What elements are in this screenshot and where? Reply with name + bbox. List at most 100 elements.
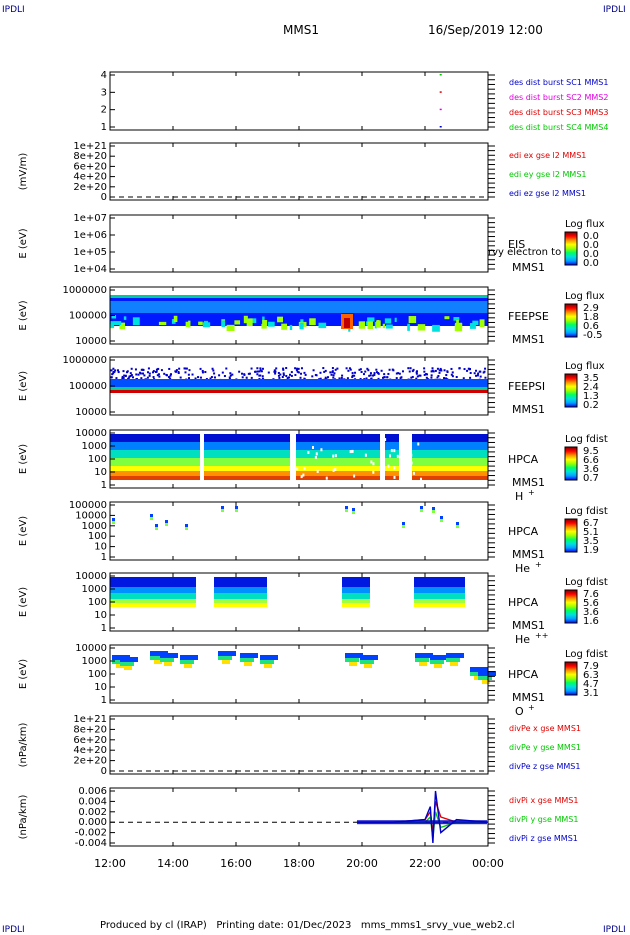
hpca-he-flux-cell	[150, 514, 153, 517]
y-tick-label: 1000	[82, 584, 107, 595]
feepsi-flux-cell	[241, 376, 244, 379]
feepsi-flux-cell	[281, 375, 284, 378]
feepse-flux-cell	[367, 321, 373, 329]
series-legend-label: edi ex gse l2 MMS1	[509, 151, 586, 160]
hpca-he-flux-cell	[185, 524, 188, 527]
series-legend-label: divPe y gse MMS1	[509, 743, 581, 752]
feepsi-flux-cell	[137, 373, 140, 376]
feepsi-flux-cell	[332, 376, 335, 379]
species-label: He	[515, 562, 530, 575]
feepsi-flux-cell	[299, 376, 302, 379]
y-tick-label: 1000	[82, 521, 107, 532]
hpca-o-flux-cell	[112, 660, 126, 664]
hpca-h-gap	[334, 454, 337, 458]
feepsi-flux-cell	[258, 374, 261, 377]
feepsi-flux-cell	[338, 377, 341, 380]
feepsi-flux-cell	[245, 376, 248, 379]
hpca-h-gap	[389, 454, 392, 458]
hpca-h-band	[110, 471, 200, 476]
feepsi-flux-cell	[250, 367, 253, 370]
feepse-flux-cell	[453, 316, 460, 321]
feepsi-flux-cell	[259, 369, 262, 372]
feepsi-flux-cell	[419, 374, 422, 377]
feepse-flux-cell	[382, 323, 386, 329]
colorbar-title: Log fdist	[565, 577, 608, 588]
feepsi-flux-cell	[243, 373, 246, 376]
feepsi-flux-cell	[213, 376, 216, 379]
feepsi-flux-cell	[408, 370, 411, 373]
feepsi-flux-cell	[139, 372, 142, 375]
hpca-h-gap	[372, 462, 375, 466]
feepsi-flux-cell	[475, 374, 478, 377]
hpca-h-gap	[410, 453, 413, 457]
feepsi-flux-cell	[383, 373, 386, 376]
feepsi-flux-cell	[295, 369, 298, 372]
hpca-o-flux-cell	[434, 664, 442, 668]
feepsi-flux-cell	[445, 377, 448, 380]
feepsi-flux-cell	[290, 374, 293, 377]
hpca-o-flux-cell	[478, 671, 496, 676]
feepsi-flux-cell	[315, 374, 318, 377]
hpca-h-gap	[393, 466, 396, 470]
feepsi-flux-cell	[296, 368, 299, 371]
hpca-o-flux-cell	[160, 658, 174, 662]
feepsi-flux-cell	[438, 369, 441, 372]
y-axis-label: (nPa/km)	[18, 795, 29, 840]
instrument-label: FEEPSE	[508, 310, 549, 323]
feepsi-flux-cell	[373, 373, 376, 376]
feepsi-flux-cell	[341, 374, 344, 377]
feepsi-flux-cell	[177, 371, 180, 374]
feepsi-flux-cell	[274, 370, 277, 373]
feepsi-flux-cell	[333, 372, 336, 375]
feepsi-flux-cell	[416, 370, 419, 373]
feepse-flux-cell	[226, 324, 235, 332]
feepsi-flux-cell	[112, 367, 115, 370]
hpca-h-gap	[290, 476, 293, 480]
feepsi-flux-cell	[273, 369, 276, 372]
y-tick-label: 1000	[82, 441, 107, 452]
feepsi-flux-cell	[351, 374, 354, 377]
species-charge: +	[528, 703, 535, 712]
colorbar-title: Log fdist	[565, 649, 608, 660]
feepsi-flux-cell	[258, 370, 261, 373]
feepsi-flux-cell	[411, 370, 414, 373]
feepsi-flux-cell	[346, 377, 349, 380]
hpca-he-flux-cell	[432, 507, 435, 510]
feepsi-flux-cell	[331, 370, 334, 373]
series-legend-label: divPi y gse MMS1	[509, 815, 578, 824]
feepsi-flux-cell	[160, 369, 163, 372]
feepse-flux-cell	[376, 320, 381, 328]
feepsi-flux-cell	[409, 367, 412, 370]
feepsi-flux-cell	[319, 371, 322, 374]
hpca-o-flux-cell	[180, 655, 198, 660]
feepsi-flux-cell	[168, 375, 171, 378]
feepsi-flux-cell	[303, 371, 306, 374]
y-tick-label: 100	[88, 669, 107, 680]
feepsi-flux-cell	[469, 376, 472, 379]
feepsi-flux-cell	[163, 372, 166, 375]
feepsi-flux-cell	[297, 371, 300, 374]
hpca-h-gap	[372, 470, 375, 474]
hpca-h-gap	[302, 473, 305, 477]
feepsi-flux-cell	[366, 367, 369, 370]
hpca-he-flux-cell	[456, 522, 459, 525]
instrument-label: HPCA	[508, 596, 539, 609]
hpca-h-gap	[303, 466, 306, 470]
feepse-flux-cell	[358, 321, 366, 329]
y-tick-label: 4e+20	[73, 172, 107, 183]
hpca-h-band	[110, 476, 200, 480]
feepsi-flux-cell	[168, 367, 171, 370]
colorbar-tick-label: 6.3	[583, 670, 599, 681]
y-tick-label: 2e+20	[73, 182, 107, 193]
instrument-label: EIS	[508, 238, 525, 251]
colorbar-tick-label: 1.6	[583, 616, 599, 627]
hpca-h-gap	[349, 450, 352, 454]
hpca-he2-band	[214, 603, 267, 607]
feepsi-flux-cell	[191, 373, 194, 376]
feepsi-flux-cell	[273, 370, 276, 373]
feepsi-flux-cell	[373, 372, 376, 375]
hpca-o-flux-cell	[180, 660, 194, 664]
feepsi-flux-cell	[256, 370, 259, 373]
hpca-h-band	[412, 466, 488, 471]
feepse-flux-cell	[221, 320, 225, 328]
